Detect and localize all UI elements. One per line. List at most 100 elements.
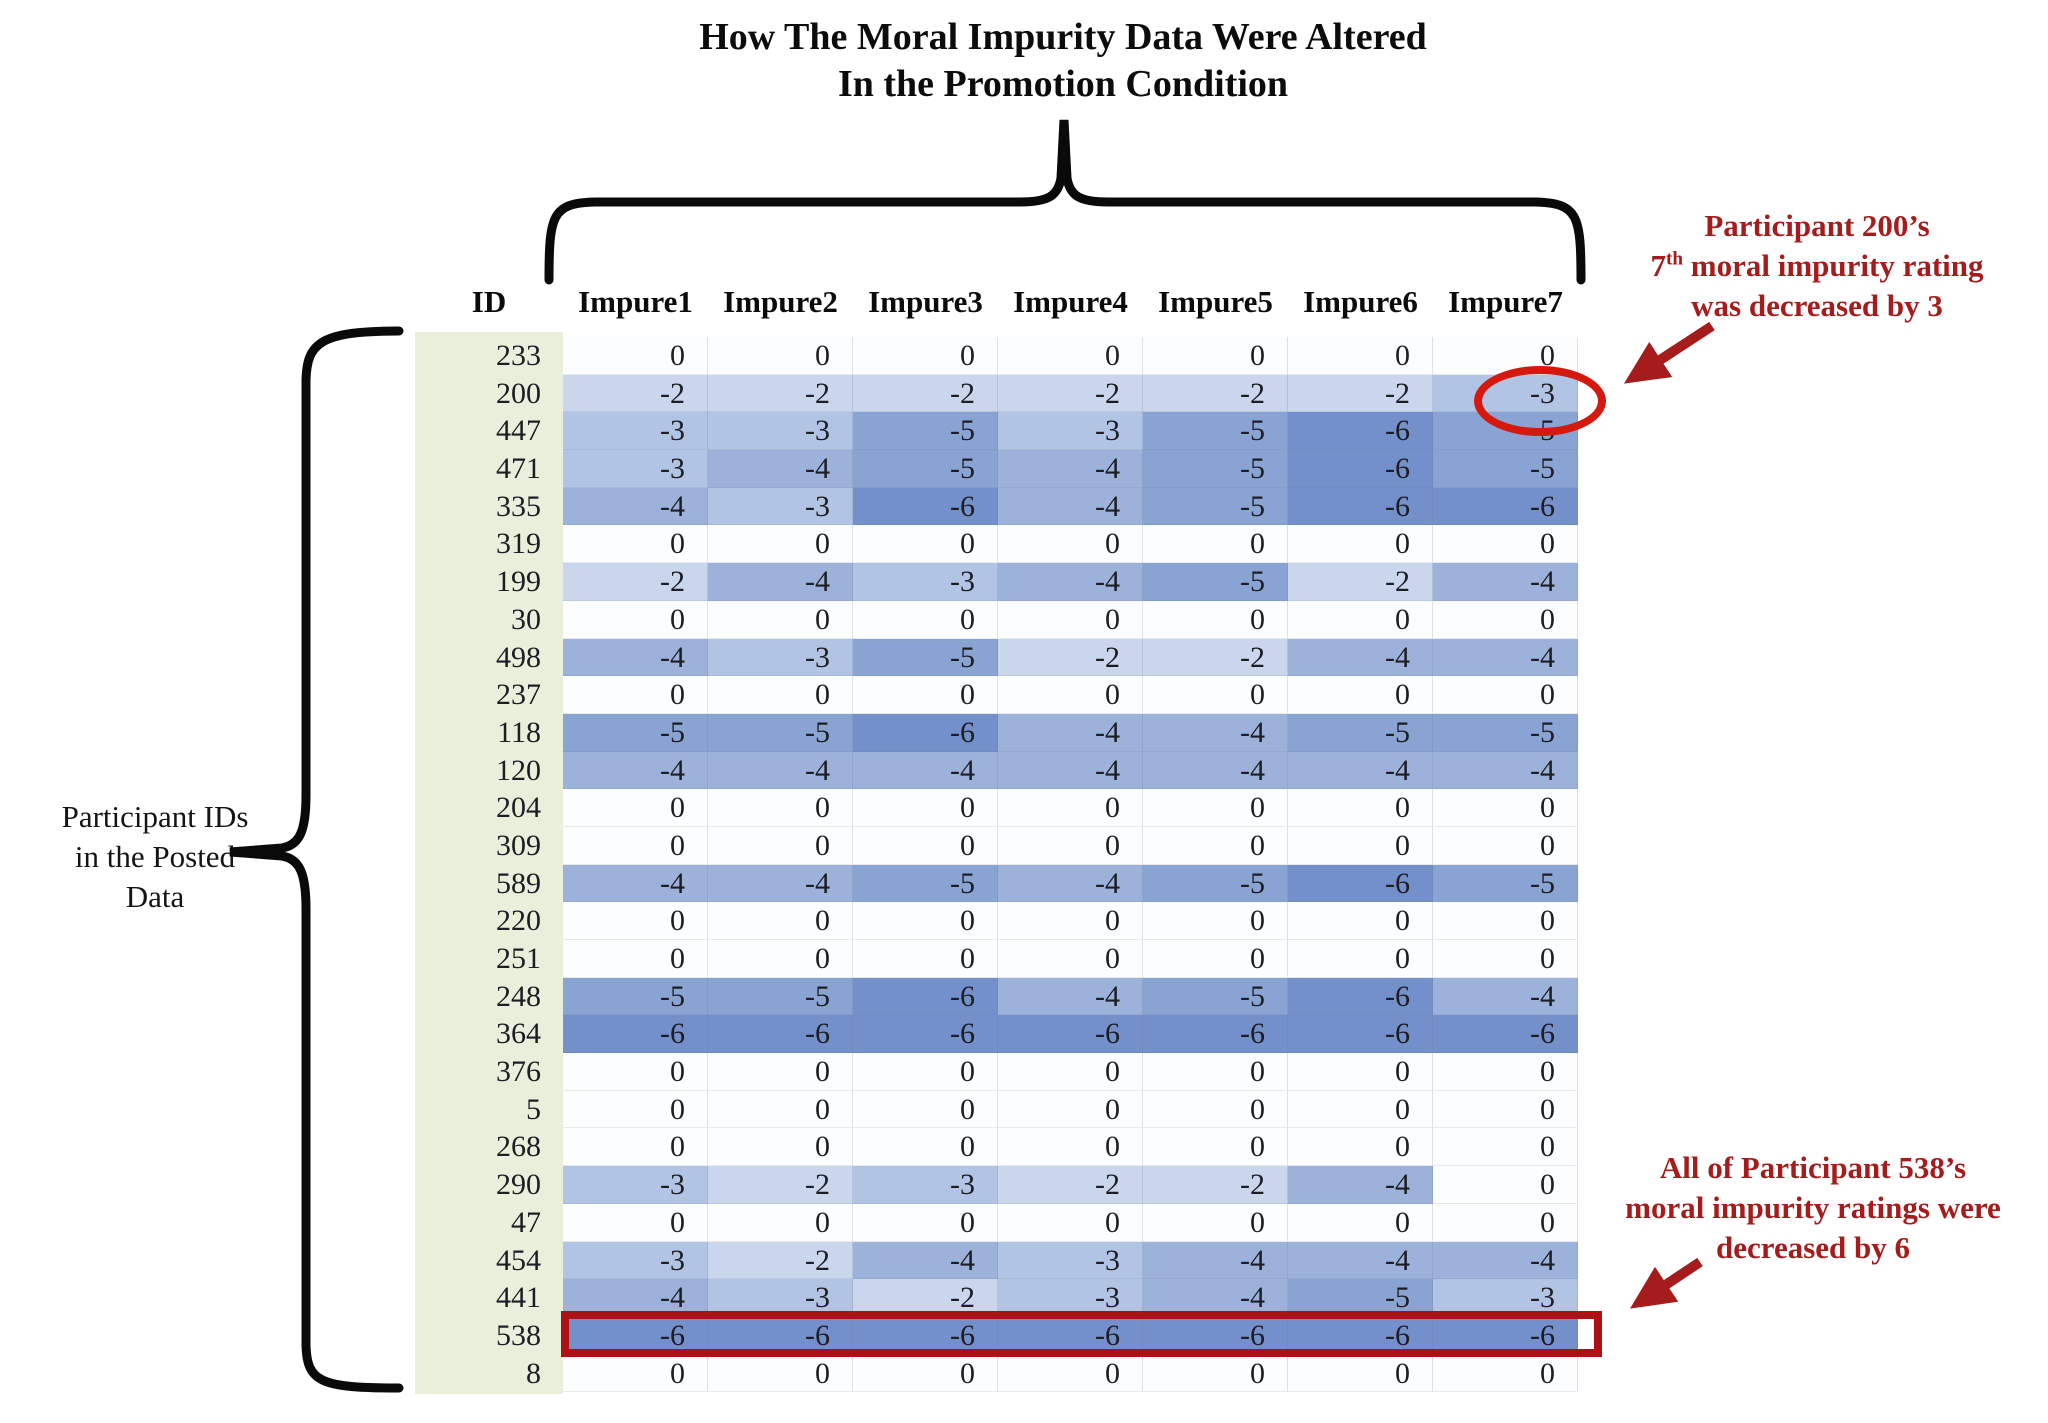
- data-cell: -4: [1143, 751, 1288, 790]
- data-cell: -6: [1143, 1015, 1288, 1054]
- data-cell: -6: [1288, 487, 1433, 526]
- data-cell: 0: [1288, 826, 1433, 865]
- data-cell: -4: [708, 563, 853, 601]
- data-cell: 0: [708, 940, 853, 978]
- column-header: Impure5: [1158, 284, 1273, 319]
- data-cell: 0: [853, 1203, 998, 1242]
- participant-id-cell: 335: [496, 489, 541, 523]
- data-cell: -3: [998, 412, 1143, 451]
- data-cell: 0: [1143, 676, 1288, 714]
- table-row: 118 -5 -5 -6 -4 -4 -5 -5: [415, 713, 1578, 752]
- data-cell: 0: [708, 789, 853, 827]
- table-body: 233 0 0 0 0 0 0 0 200 -2 -2 -2 -2 -2 -2 -3 447 -3 -3 -5 -3 -5…: [415, 337, 1578, 1393]
- data-cell: -4: [998, 751, 1143, 790]
- data-cell: -6: [1288, 1015, 1433, 1054]
- data-cell: -3: [708, 412, 853, 451]
- data-cell: 0: [853, 1053, 998, 1091]
- data-cell: 0: [1433, 525, 1578, 564]
- data-cell: -3: [563, 412, 708, 451]
- data-cell: -5: [1143, 977, 1288, 1016]
- participant-id-cell: 290: [496, 1168, 541, 1202]
- data-cell: 0: [998, 676, 1143, 714]
- participant-id-cell: 268: [496, 1130, 541, 1164]
- data-cell: -5: [853, 864, 998, 903]
- table-row: 47 0 0 0 0 0 0 0: [415, 1203, 1578, 1242]
- participant-id-cell: 454: [496, 1243, 541, 1277]
- data-cell: -5: [1433, 864, 1578, 903]
- column-header: Impure7: [1448, 284, 1563, 319]
- data-cell: 0: [1143, 1203, 1288, 1242]
- participant-id-cell: 200: [496, 376, 541, 410]
- data-cell: 0: [1433, 1354, 1578, 1393]
- callout-538-line1: All of Participant 538’s: [1659, 1150, 1967, 1185]
- data-cell: 0: [708, 337, 853, 375]
- data-cell: 0: [1143, 1354, 1288, 1393]
- table-row: 335 -4 -3 -6 -4 -5 -6 -6: [415, 487, 1578, 526]
- table-row: 447 -3 -3 -5 -3 -5 -6 -5: [415, 412, 1578, 451]
- data-cell: 0: [998, 1090, 1143, 1129]
- data-cell: 0: [1433, 940, 1578, 978]
- data-cell: -2: [1143, 374, 1288, 413]
- id-column-background: [415, 332, 563, 1394]
- participant-id-cell: 364: [496, 1017, 541, 1051]
- highlight-box-538: [561, 1311, 1602, 1357]
- participant-id-cell: 309: [496, 828, 541, 862]
- table-row: 30 0 0 0 0 0 0 0: [415, 600, 1578, 639]
- data-cell: 0: [853, 525, 998, 564]
- data-cell: -4: [1288, 751, 1433, 790]
- data-cell: -4: [708, 751, 853, 790]
- data-cell: -2: [1288, 374, 1433, 413]
- title-line2: In the Promotion Condition: [837, 63, 1289, 105]
- data-cell: -5: [563, 713, 708, 752]
- data-cell: -4: [563, 487, 708, 526]
- data-cell: 0: [563, 1354, 708, 1393]
- data-cell: 0: [1143, 1090, 1288, 1129]
- data-cell: -2: [998, 638, 1143, 677]
- data-cell: 0: [563, 789, 708, 827]
- data-cell: -3: [998, 1241, 1143, 1280]
- callout-538-line2: moral impurity ratings were: [1625, 1190, 2001, 1225]
- data-cell: -4: [1433, 751, 1578, 790]
- participant-id-cell: 538: [496, 1318, 541, 1352]
- table-row: 441 -4 -3 -2 -3 -4 -5 -3: [415, 1279, 1578, 1317]
- data-cell: -6: [853, 487, 998, 526]
- data-cell: -4: [998, 977, 1143, 1016]
- data-cell: 0: [563, 1090, 708, 1129]
- table-row: 454 -3 -2 -4 -3 -4 -4 -4: [415, 1241, 1578, 1280]
- data-cell: -5: [708, 977, 853, 1016]
- data-cell: -2: [998, 374, 1143, 413]
- column-header: Impure4: [1013, 284, 1128, 319]
- data-cell: -3: [853, 1166, 998, 1204]
- data-cell: -3: [563, 1241, 708, 1280]
- column-header: Impure3: [868, 284, 983, 319]
- participant-id-cell: 5: [526, 1092, 541, 1126]
- table-row: 589 -4 -4 -5 -4 -5 -6 -5: [415, 864, 1578, 903]
- data-cell: 0: [853, 826, 998, 865]
- data-cell: 0: [1288, 789, 1433, 827]
- data-cell: -4: [853, 751, 998, 790]
- participant-id-cell: 204: [496, 791, 541, 825]
- participant-id-cell: 220: [496, 904, 541, 938]
- data-cell: 0: [1433, 902, 1578, 940]
- data-cell: 0: [708, 1203, 853, 1242]
- data-cell: -4: [708, 864, 853, 903]
- data-cell: 0: [1143, 789, 1288, 827]
- data-cell: -6: [853, 1316, 998, 1355]
- data-cell: -4: [1433, 977, 1578, 1016]
- callout-538-line3: decreased by 6: [1715, 1230, 1911, 1265]
- data-cell: 0: [1288, 525, 1433, 564]
- data-cell: 0: [1288, 940, 1433, 978]
- column-header: Impure1: [578, 284, 693, 319]
- data-cell: 0: [708, 676, 853, 714]
- data-cell: 0: [1143, 525, 1288, 564]
- data-cell: -2: [708, 374, 853, 413]
- data-cell: 0: [998, 1203, 1143, 1242]
- data-cell: 0: [1288, 902, 1433, 940]
- callout-200-line3: was decreased by 3: [1691, 288, 1943, 323]
- data-cell: 0: [1143, 337, 1288, 375]
- participant-id-cell: 471: [496, 452, 541, 486]
- left-annotation-line1: Participant IDs: [61, 799, 249, 834]
- figure-title: How The Moral Impurity Data Were Altered…: [563, 14, 1563, 108]
- data-cell: -5: [853, 412, 998, 451]
